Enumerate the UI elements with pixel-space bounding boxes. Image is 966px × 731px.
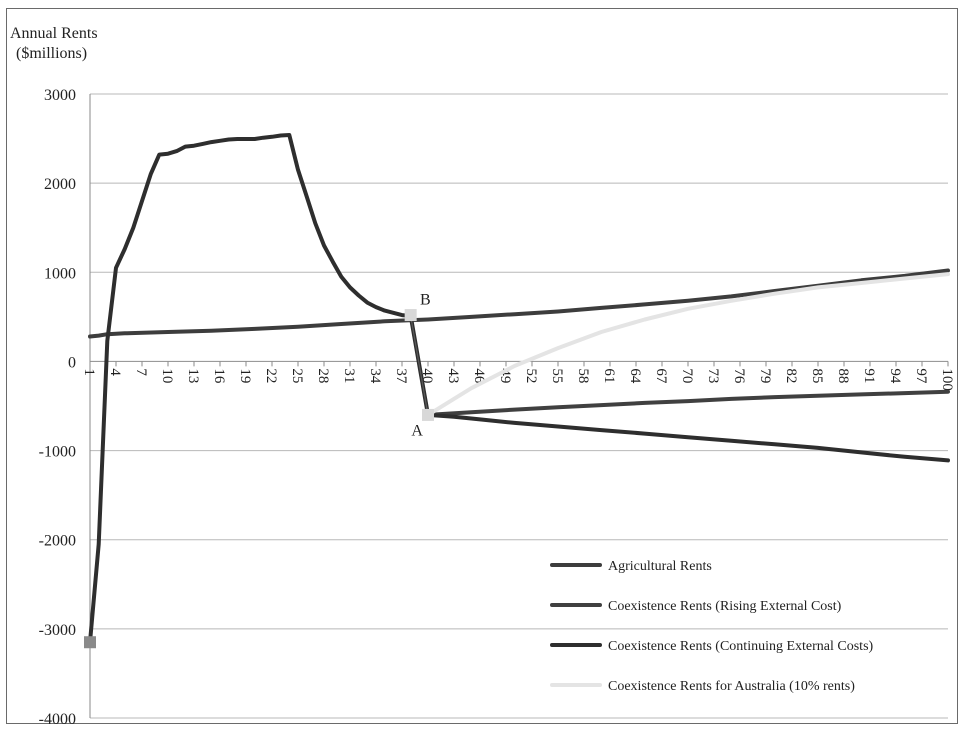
series-line-1 [88,268,950,339]
y-tick-labels: 3000 2000 1000 0 -1000 -2000 -3000 -4000 [39,87,76,728]
x-tick-label: 28 [315,368,331,383]
x-tick-label: 64 [627,368,643,384]
x-tick-label: 70 [679,368,695,383]
point-marker [84,636,96,649]
legend-label: Coexistence Rents (Rising External Cost) [608,599,842,614]
x-tick-label: 37 [393,368,409,384]
x-tick-label: 19 [237,368,253,383]
x-tick-label: 34 [367,368,383,384]
x-tick-labels: 1 4 7 10 13 16 19 22 25 28 31 34 37 40 43 46 49 52 55 58 61 6… [81,361,955,391]
x-tick-label: 94 [887,368,903,384]
x-tick-label: 4 [107,368,123,376]
connector-b-a [410,315,429,416]
legend-label: Coexistence Rents for Australia (10% ren… [608,679,855,694]
legend-label: Agricultural Rents [608,559,712,574]
x-tick-label: 22 [263,368,279,383]
point-marker [404,309,417,322]
series-line-2 [426,389,950,417]
x-tick-label: 97 [913,368,929,384]
chart-frame [6,8,958,724]
x-tick-label: 61 [601,368,617,383]
x-tick-label: 82 [783,368,799,383]
y-axis-label-line1: Annual Rents [10,25,98,42]
y-tick-label: 0 [68,354,76,371]
x-tick-label: 31 [341,368,357,383]
x-tick-label: 67 [653,368,669,384]
annotations: AB [411,291,430,439]
legend-label: Coexistence Rents (Continuing External C… [608,639,874,654]
x-tick-label: 76 [731,368,747,384]
y-axis-label-line2: ($millions) [16,45,87,62]
annotation-a: A [411,422,423,439]
y-tick-label: -1000 [39,444,76,461]
x-tick-label: 79 [757,368,773,383]
y-tick-label: 3000 [44,87,76,104]
y-tick-label: -2000 [39,533,76,550]
y-tick-label: 2000 [44,176,76,193]
x-tick-label: 85 [809,368,825,383]
x-tick-label: 1 [81,368,97,376]
markers [84,309,434,649]
x-tick-label: 25 [289,368,305,383]
x-tick-label: 88 [835,368,851,383]
series-lines [88,133,950,645]
x-tick-label: 52 [523,368,539,383]
series-line-3 [88,133,950,645]
series-line-4 [426,272,950,417]
x-tick-label: 58 [575,368,591,383]
y-tick-label: 1000 [44,265,76,282]
x-tick-label: 43 [445,368,461,383]
x-tick-label: 100 [939,368,955,391]
x-tick-label: 7 [133,368,149,376]
y-tick-label: -4000 [39,711,76,728]
annotation-b: B [420,291,431,308]
x-tick-label: 55 [549,368,565,383]
x-tick-label: 10 [159,368,175,383]
grid [89,93,948,719]
x-tick-label: 13 [185,368,201,383]
x-tick-label: 16 [211,368,227,384]
legend: Agricultural Rents Coexistence Rents (Ris… [550,559,874,694]
y-tick-label: -3000 [39,622,76,639]
x-tick-label: 91 [861,368,877,383]
point-marker [422,408,434,421]
x-tick-label: 73 [705,368,721,383]
